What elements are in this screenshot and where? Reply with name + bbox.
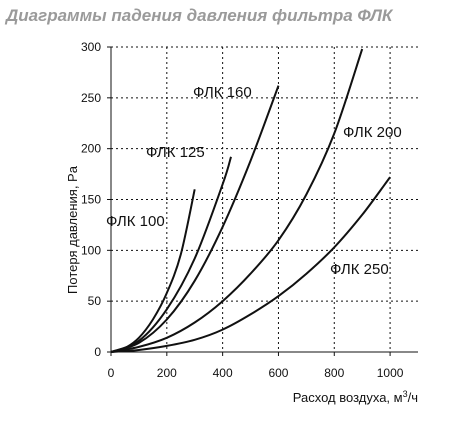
- series-line-3: [110, 85, 280, 353]
- x-tick-label-200: 200: [157, 366, 177, 380]
- series-line-5: [110, 176, 391, 353]
- y-tick-label-300: 300: [81, 40, 101, 54]
- y-tick-label-0: 0: [94, 345, 101, 359]
- y-tick-label-200: 200: [81, 142, 101, 156]
- x-tick-label-800: 800: [324, 366, 344, 380]
- series-labels: ФЛК 100 ФЛК 125 ФЛК 160 ФЛК 200 ФЛК 250: [106, 84, 402, 278]
- y-tick-label-250: 250: [81, 91, 101, 105]
- y-tick-label-50: 50: [88, 294, 102, 308]
- series-label-5: ФЛК 250: [330, 261, 389, 278]
- x-axis-label: Расход воздуха, м3/ч: [293, 389, 418, 405]
- y-tick-label-100: 100: [81, 243, 101, 257]
- y-tick-label-150: 150: [81, 193, 101, 207]
- x-tick-label-1000: 1000: [377, 366, 404, 380]
- series-label-3: ФЛК 160: [193, 84, 252, 101]
- grid: [111, 46, 418, 352]
- series-label-4: ФЛК 200: [343, 124, 402, 141]
- series-label-2: ФЛК 125: [146, 144, 205, 161]
- chart-title: Диаграммы падения давления фильтра ФЛК: [6, 6, 393, 25]
- x-tick-label-0: 0: [108, 366, 115, 380]
- curves: [110, 48, 391, 353]
- series-label-1: ФЛК 100: [106, 213, 165, 230]
- axes: [107, 46, 418, 356]
- x-tick-label-400: 400: [213, 366, 233, 380]
- series-line-4: [110, 48, 364, 353]
- tick-labels: 0 200 400 600 800 1000 0 50 100 150 200 250 300: [81, 40, 404, 380]
- x-tick-label-600: 600: [268, 366, 288, 380]
- series-line-2: [110, 156, 232, 353]
- y-axis-label: Потеря давления, Pa: [65, 165, 80, 294]
